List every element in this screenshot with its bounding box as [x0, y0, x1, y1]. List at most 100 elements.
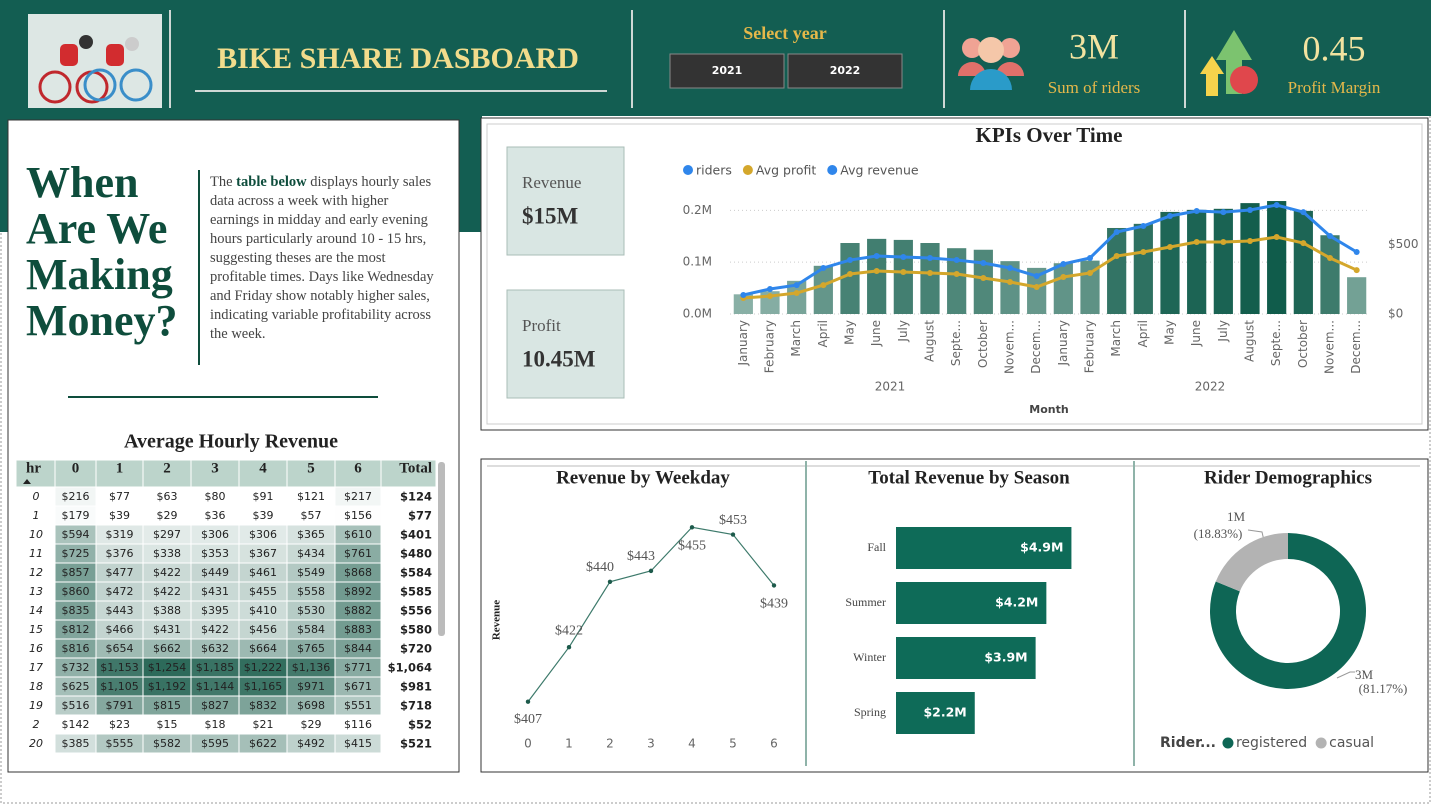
x-group-label: 2022	[1195, 380, 1226, 394]
cell-value: $217	[344, 490, 372, 503]
column-header: 1	[116, 460, 124, 476]
cell-value: $80	[205, 490, 226, 503]
cell-value: $422	[201, 623, 229, 636]
y2-tick-label: $500	[1388, 237, 1419, 251]
point	[1113, 228, 1120, 235]
legend-label: Avg revenue	[840, 163, 919, 178]
cell-value: $472	[106, 585, 134, 598]
data-label: $453	[719, 513, 747, 528]
bar	[1053, 263, 1073, 314]
kpi-label: Sum of riders	[1048, 78, 1141, 97]
x-tick-label: Novem...	[1323, 320, 1337, 374]
y-axis-title: Revenue	[491, 600, 503, 640]
bar	[1160, 211, 1180, 314]
row-label: 15	[29, 623, 43, 636]
x-tick-label: July	[896, 320, 910, 343]
cell-value: $23	[109, 718, 130, 731]
data-label: $443	[627, 549, 655, 564]
row-total: $584	[400, 566, 432, 580]
point	[1007, 264, 1013, 271]
row-label: 13	[29, 585, 43, 598]
point	[1167, 212, 1173, 219]
card-label: Profit	[522, 316, 561, 335]
point	[1087, 254, 1093, 261]
x-tick-label: June	[869, 320, 883, 347]
x-tick-label: August	[923, 320, 937, 362]
column-header: 2	[163, 460, 171, 476]
legend-marker	[742, 165, 753, 175]
cell-value: $622	[249, 737, 277, 750]
cell-value: $319	[106, 528, 134, 541]
kpi-panel-inner	[486, 123, 1423, 425]
row-label: 2	[33, 718, 40, 731]
point	[740, 291, 747, 298]
scrollbar[interactable]	[438, 462, 445, 636]
cell-value: $732	[62, 661, 90, 674]
year-option[interactable]: 2022	[830, 64, 861, 77]
x-tick-label: October	[976, 320, 990, 368]
cell-value: $1,254	[148, 661, 187, 674]
data-label: $455	[678, 538, 706, 553]
leader-line	[1336, 671, 1355, 679]
row-total: $480	[400, 547, 432, 561]
legend-marker	[683, 165, 693, 175]
point	[1167, 243, 1173, 250]
row-total: $521	[400, 737, 432, 751]
bar	[1107, 227, 1127, 314]
year-button[interactable]	[669, 53, 785, 89]
year-option[interactable]: 2021	[712, 64, 743, 77]
point	[730, 532, 736, 537]
card-label: Revenue	[522, 173, 581, 192]
x-tick-label: March	[1109, 320, 1123, 357]
x-tick-label: January	[1056, 320, 1070, 367]
cell-value: $860	[62, 585, 90, 598]
point	[1060, 274, 1067, 281]
row-label: 10	[29, 528, 43, 541]
row-label: 20	[29, 737, 43, 750]
line	[743, 235, 1358, 300]
point	[566, 645, 572, 650]
legend-label: casual	[1329, 735, 1374, 751]
row-label: 11	[29, 547, 43, 560]
cell-value: $698	[297, 699, 325, 712]
point	[1273, 202, 1280, 209]
cell-value: $662	[153, 642, 181, 655]
point	[1060, 260, 1067, 267]
cell-value: $835	[62, 604, 90, 617]
column-header: 3	[211, 460, 219, 476]
cell-value: $410	[249, 604, 277, 617]
bar	[1027, 267, 1047, 314]
cell-value: $477	[106, 566, 134, 579]
chart-title: Rider Demographics	[1204, 467, 1372, 488]
cell-value: $882	[344, 604, 372, 617]
year-button[interactable]	[787, 53, 903, 89]
cell-value: $63	[157, 490, 178, 503]
point	[607, 579, 613, 584]
point	[793, 282, 800, 289]
row-label: 1	[33, 509, 40, 522]
cell-value: $385	[62, 737, 90, 750]
cell-value: $376	[106, 547, 134, 560]
point	[953, 270, 960, 277]
x-tick-label: January	[736, 320, 750, 367]
bar	[920, 243, 940, 314]
point	[1193, 238, 1200, 245]
kpi-label: Profit Margin	[1288, 78, 1381, 97]
cell-value: $582	[153, 737, 181, 750]
cell-value: $761	[344, 547, 372, 560]
cell-value: $1,165	[244, 680, 283, 693]
row-label: 17	[29, 661, 43, 674]
point	[1033, 284, 1040, 291]
cell-value: $142	[62, 718, 90, 731]
bar	[1347, 277, 1367, 314]
y2-tick-label: $0	[1388, 307, 1403, 321]
x-tick-label: Decem...	[1349, 320, 1363, 374]
point	[980, 259, 987, 266]
cell-value: $449	[201, 566, 229, 579]
header-cell	[238, 459, 288, 488]
row-total: $981	[400, 680, 432, 694]
donut-slice	[1215, 533, 1288, 592]
x-tick-label: August	[1243, 320, 1257, 362]
cell-value: $15	[157, 718, 178, 731]
